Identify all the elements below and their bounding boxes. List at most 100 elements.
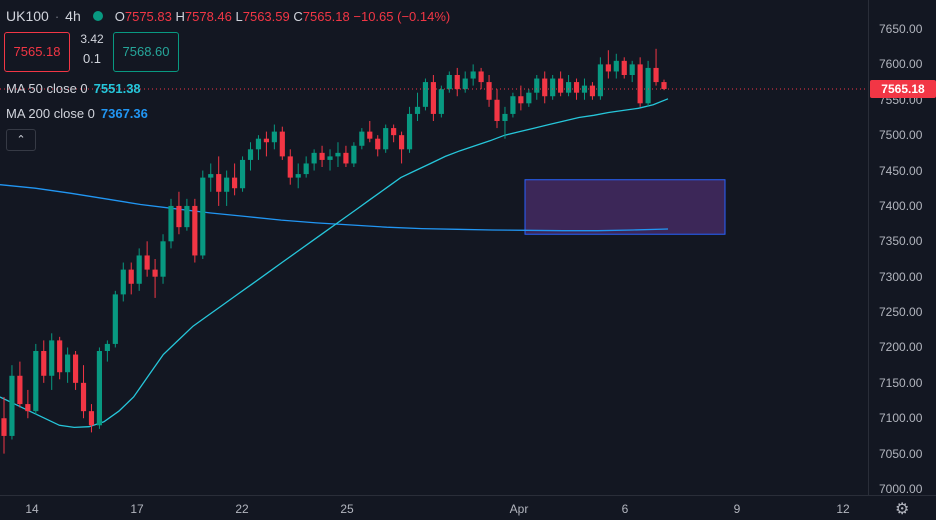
buy-button[interactable]: 7568.60 xyxy=(113,32,179,72)
candle-body xyxy=(526,92,532,104)
candle-body xyxy=(200,177,206,256)
candle-body xyxy=(629,64,635,75)
interval-label: 4h xyxy=(65,8,81,24)
candle-body xyxy=(168,205,174,242)
candle-body xyxy=(160,241,166,277)
gear-icon[interactable]: ⚙ xyxy=(895,501,910,518)
candle-body xyxy=(653,67,659,83)
candle-body xyxy=(57,340,63,373)
ma200-legend[interactable]: MA 200 close 0 7367.36 xyxy=(6,106,148,121)
candle-body xyxy=(470,71,476,79)
x-tick-label: 17 xyxy=(130,502,144,516)
candle-body xyxy=(375,138,381,150)
rectangle-drawing xyxy=(524,179,726,235)
candle-body xyxy=(430,82,436,114)
candle-body xyxy=(88,411,95,426)
candle-body xyxy=(303,163,309,175)
candle-body xyxy=(17,375,23,405)
candle-body xyxy=(597,64,603,97)
candle-body xyxy=(406,113,413,150)
candle-body xyxy=(605,64,611,72)
spread-quantity[interactable]: 3.42 0.1 xyxy=(78,30,106,68)
symbol-name: UK100 xyxy=(6,8,49,24)
candle-body xyxy=(391,128,397,136)
candle-body xyxy=(637,64,643,104)
x-tick-label: 12 xyxy=(836,502,850,516)
y-tick-label: 7300.00 xyxy=(879,269,923,284)
candle-body xyxy=(613,60,619,72)
candle-body xyxy=(295,174,301,178)
y-tick-label: 7100.00 xyxy=(879,411,923,426)
y-tick-label: 7350.00 xyxy=(879,234,923,249)
candle-body xyxy=(120,269,126,295)
ma50-value: 7551.38 xyxy=(93,81,141,96)
candle-body xyxy=(645,67,651,104)
candle-body xyxy=(558,78,564,93)
candle-body xyxy=(589,85,596,97)
candle-body xyxy=(96,351,103,426)
chevron-up-icon: ⌃ xyxy=(16,134,26,146)
ma200-line xyxy=(0,184,669,232)
candle-body xyxy=(232,177,238,189)
candle-body xyxy=(144,255,150,270)
candle-body xyxy=(247,149,254,160)
y-tick-label: 7400.00 xyxy=(879,198,923,213)
candle-body xyxy=(224,177,230,192)
candle-body xyxy=(335,152,341,157)
x-tick-label: 22 xyxy=(235,502,249,516)
candle-body xyxy=(279,131,285,157)
candle-body xyxy=(383,128,389,150)
candle-body xyxy=(422,82,429,107)
candle-body xyxy=(438,89,444,114)
candle-body xyxy=(534,78,540,93)
candle-body xyxy=(128,269,134,284)
last-price-label: 7565.18 xyxy=(870,80,936,99)
candle-body xyxy=(367,131,373,139)
symbol-legend: UK100 · 4h O7575.83 H7578.46 L7563.59 C7… xyxy=(6,8,451,24)
candle-body xyxy=(454,75,460,90)
candle-body xyxy=(573,82,580,93)
candle-body xyxy=(25,404,31,412)
candle-body xyxy=(271,131,277,143)
candle-body xyxy=(311,152,317,164)
candle-body xyxy=(104,343,110,351)
candle-body xyxy=(65,354,71,373)
candle-body xyxy=(351,145,357,164)
price-chart[interactable] xyxy=(0,0,868,495)
y-tick-label: 7050.00 xyxy=(879,446,923,461)
candle-body xyxy=(192,205,198,256)
candle-body xyxy=(550,78,556,97)
sell-button[interactable]: 7565.18 xyxy=(4,32,70,72)
candle-body xyxy=(287,156,293,178)
candle-body xyxy=(152,269,158,277)
y-tick-label: 7600.00 xyxy=(879,57,923,72)
candle-body xyxy=(41,351,47,376)
candle-body xyxy=(184,205,190,228)
candle-body xyxy=(518,96,524,104)
candle-body xyxy=(621,60,627,75)
y-tick-label: 7000.00 xyxy=(879,482,923,496)
candle-body xyxy=(486,82,492,100)
y-tick-label: 7200.00 xyxy=(879,340,923,355)
candle-body xyxy=(414,106,421,114)
x-tick-label: 6 xyxy=(621,502,629,516)
candle-body xyxy=(72,354,79,383)
x-tick-label: 25 xyxy=(340,502,354,516)
candle-body xyxy=(80,382,87,412)
candle-body xyxy=(176,205,182,228)
time-axis[interactable]: 14 17 22 25 Apr 6 9 12 xyxy=(0,495,936,520)
ohlc-values: O7575.83 H7578.46 L7563.59 C7565.18 −10.… xyxy=(114,8,451,24)
candle-body xyxy=(542,78,548,97)
candle-body xyxy=(216,174,222,192)
candle-body xyxy=(565,82,572,93)
x-tick-label: Apr xyxy=(509,502,529,516)
quantity-value: 0.1 xyxy=(82,51,102,66)
candle-body xyxy=(327,156,333,160)
ma50-legend[interactable]: MA 50 close 0 7551.38 xyxy=(6,81,141,96)
candle-body xyxy=(399,135,405,150)
candle-body xyxy=(661,82,667,90)
price-axis[interactable]: 7650.00 7600.00 7550.00 7500.00 7450.00 7400.… xyxy=(868,0,936,496)
candle-body xyxy=(112,294,118,344)
candle-body xyxy=(208,174,214,178)
collapse-legend-button[interactable]: ⌃ xyxy=(6,129,36,151)
